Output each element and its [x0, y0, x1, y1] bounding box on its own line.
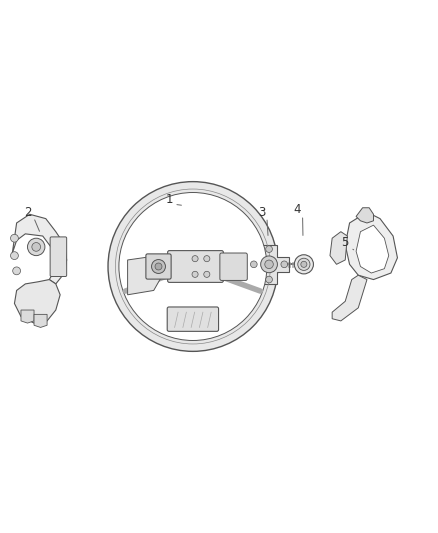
Circle shape [281, 261, 288, 268]
Polygon shape [249, 245, 289, 284]
Polygon shape [332, 275, 367, 321]
Circle shape [298, 258, 310, 270]
FancyBboxPatch shape [167, 307, 219, 332]
Text: 5: 5 [342, 236, 349, 249]
Circle shape [155, 263, 162, 270]
Polygon shape [21, 310, 34, 323]
Circle shape [192, 256, 198, 262]
Circle shape [13, 267, 21, 275]
Polygon shape [330, 232, 347, 264]
Circle shape [192, 271, 198, 277]
Polygon shape [127, 256, 162, 295]
Circle shape [261, 256, 277, 273]
FancyBboxPatch shape [146, 254, 171, 279]
Circle shape [11, 252, 18, 260]
Polygon shape [345, 212, 397, 279]
Text: 3: 3 [258, 206, 265, 219]
Polygon shape [356, 225, 389, 273]
Text: 4: 4 [293, 204, 301, 216]
Circle shape [28, 238, 45, 256]
Text: 1: 1 [165, 192, 173, 206]
Circle shape [119, 192, 267, 341]
FancyBboxPatch shape [50, 237, 67, 277]
Polygon shape [356, 208, 374, 223]
Polygon shape [12, 214, 67, 284]
Circle shape [294, 255, 314, 274]
Polygon shape [34, 314, 47, 327]
Text: 2: 2 [25, 206, 32, 219]
Polygon shape [14, 279, 60, 323]
Circle shape [204, 271, 210, 277]
FancyBboxPatch shape [220, 253, 247, 280]
Circle shape [204, 256, 210, 262]
Circle shape [301, 261, 307, 268]
Circle shape [152, 260, 166, 273]
Circle shape [108, 182, 278, 351]
Circle shape [11, 235, 18, 242]
Circle shape [266, 246, 272, 253]
Circle shape [251, 261, 257, 268]
Circle shape [265, 260, 273, 269]
Circle shape [266, 276, 272, 283]
FancyBboxPatch shape [168, 251, 223, 282]
Circle shape [32, 243, 41, 251]
